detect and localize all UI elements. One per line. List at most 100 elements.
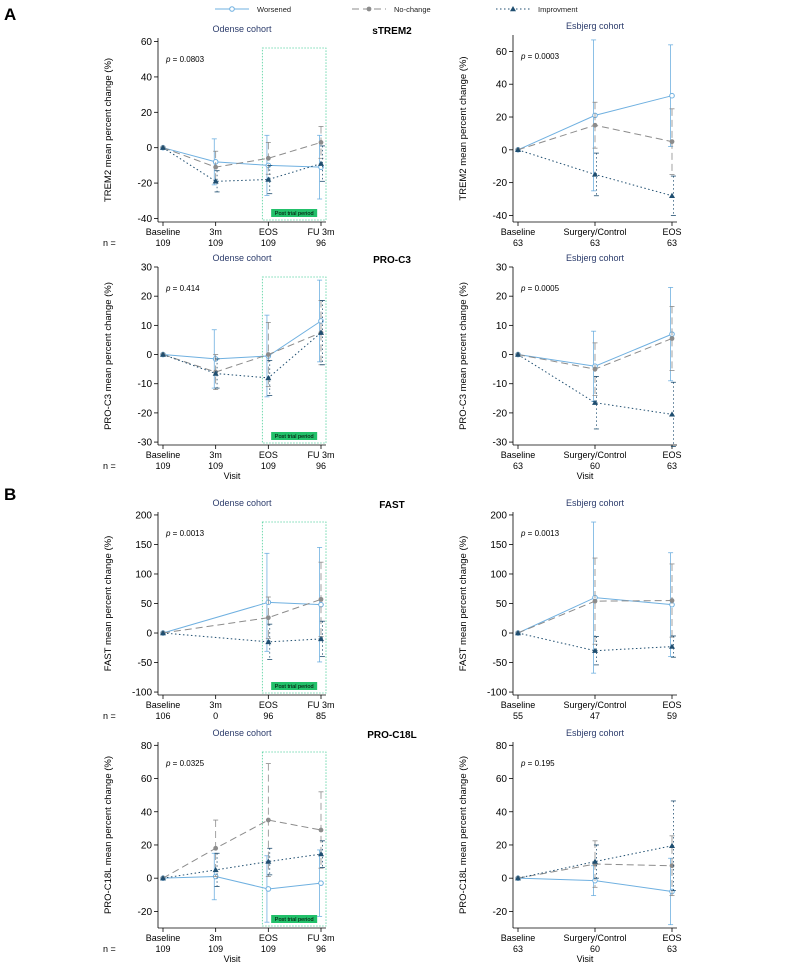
data-point [213,164,219,170]
series-no-change [160,561,324,639]
y-tick-label: 0 [146,874,152,885]
legend-label: No-change [394,5,431,14]
n-prefix: n = [103,944,116,954]
data-point [669,842,675,848]
x-tick-label: 3m [209,227,222,237]
x-tick-label: 3m [209,700,222,710]
data-point [265,638,272,645]
p-symbol: p [165,284,171,293]
series-line [162,601,322,634]
y-tick-label: 30 [496,263,508,274]
y-axis-label: PRO-C3 mean percent change (%) [458,282,469,430]
p-number: = 0.0005 [525,284,559,293]
data-point [265,155,271,161]
data-point [212,370,219,376]
series-worsened [160,279,324,398]
series-improvment [160,620,325,660]
n-value: 63 [513,944,523,954]
legend-label: Worsened [257,5,291,14]
data-point [265,886,272,892]
n-value: 63 [590,238,600,248]
x-tick-label: Surgery/Control [563,700,626,710]
chart-title: sTREM2 [372,26,412,37]
post-trial-box [261,751,327,927]
data-point [318,596,324,602]
chart-subtitle: Odense cohort [212,24,272,34]
x-tick-label: Surgery/Control [563,227,626,237]
p-number: = 0.0803 [170,55,204,64]
x-tick-label: Baseline [146,450,181,460]
data-point [669,863,675,869]
y-tick-label: 20 [496,292,508,303]
data-point [265,352,271,357]
data-point [669,192,675,198]
x-tick-label: FU 3m [308,450,335,460]
n-value: 109 [155,461,170,471]
post-trial-box [261,521,327,694]
legend-marker [510,6,516,12]
p-value: p = 0.195 [520,759,555,768]
n-value: 63 [513,461,523,471]
legend-item-improvment: Improvment [496,5,579,14]
series-no-change [515,557,675,645]
series-no-change [160,763,324,881]
chart-panel-esbjerg: -30 -20 -10 0 10 20 30 PRO-C3 mean percent chan… [458,253,682,481]
n-value: 109 [261,461,276,471]
y-axis-label: FAST mean percent change (%) [458,536,469,672]
p-symbol: p [165,55,171,64]
data-point [669,643,675,649]
p-symbol: p [520,284,526,293]
y-tick-label: 20 [141,108,153,119]
series-line [162,332,322,373]
chart-subtitle: Esbjerg cohort [566,21,625,31]
y-tick-label: -20 [493,178,508,189]
n-value: 109 [208,944,223,954]
x-axis-label: Visit [577,471,594,481]
p-value: p = 0.414 [165,284,200,293]
data-point [160,144,166,150]
series-line [162,320,322,360]
data-point [669,139,675,145]
n-prefix: n = [103,238,116,248]
data-point [265,176,272,182]
y-tick-label: -20 [493,408,508,419]
series-no-change [160,126,324,184]
n-value: 109 [208,238,223,248]
y-tick-label: 40 [141,807,153,818]
y-tick-label: 0 [146,350,152,361]
n-value: 59 [667,711,677,721]
chart-fast-odense: -100 -50 0 50 100 150 200 FAST mean percent cha… [103,498,405,721]
n-value: 109 [155,238,170,248]
x-tick-label: EOS [662,450,681,460]
y-tick-label: -10 [493,379,508,390]
series-line [162,853,322,879]
n-value: 63 [667,944,677,954]
chart-panel-esbjerg: -100 -50 0 50 100 150 200 FAST mean percent cha… [458,498,682,721]
p-number: = 0.0013 [525,529,559,538]
legend-label: Improvment [538,5,579,14]
chart-strem2-odense: -40 -20 0 20 40 60 TREM2 mean percent change (… [103,24,412,248]
n-value: 96 [316,238,326,248]
y-tick-label: 0 [501,629,507,640]
y-tick-label: 0 [146,629,152,640]
post-trial-label: Post trial period [275,434,314,440]
chart-pro-c3-odense: -30 -20 -10 0 10 20 30 PRO-C3 mean percent chan… [103,253,411,481]
y-tick-label: -30 [138,438,153,449]
y-tick-label: -30 [493,438,508,449]
chart-panel-esbjerg: -40 -20 0 20 40 60 TREM2 mean percent change (… [458,21,682,248]
data-point [669,598,675,603]
post-trial-label-bg [271,682,318,690]
x-tick-label: Baseline [146,933,181,943]
p-number: = 0.414 [170,284,200,293]
chart-subtitle: Odense cohort [212,253,272,263]
data-point [318,880,324,886]
data-point [515,146,521,153]
data-point [318,827,324,833]
data-point [265,615,271,621]
y-tick-label: 20 [141,292,153,303]
y-tick-label: 80 [496,741,508,752]
data-point [515,351,521,357]
y-tick-label: 60 [496,47,508,58]
data-point [160,351,166,357]
p-symbol: p [165,759,171,768]
